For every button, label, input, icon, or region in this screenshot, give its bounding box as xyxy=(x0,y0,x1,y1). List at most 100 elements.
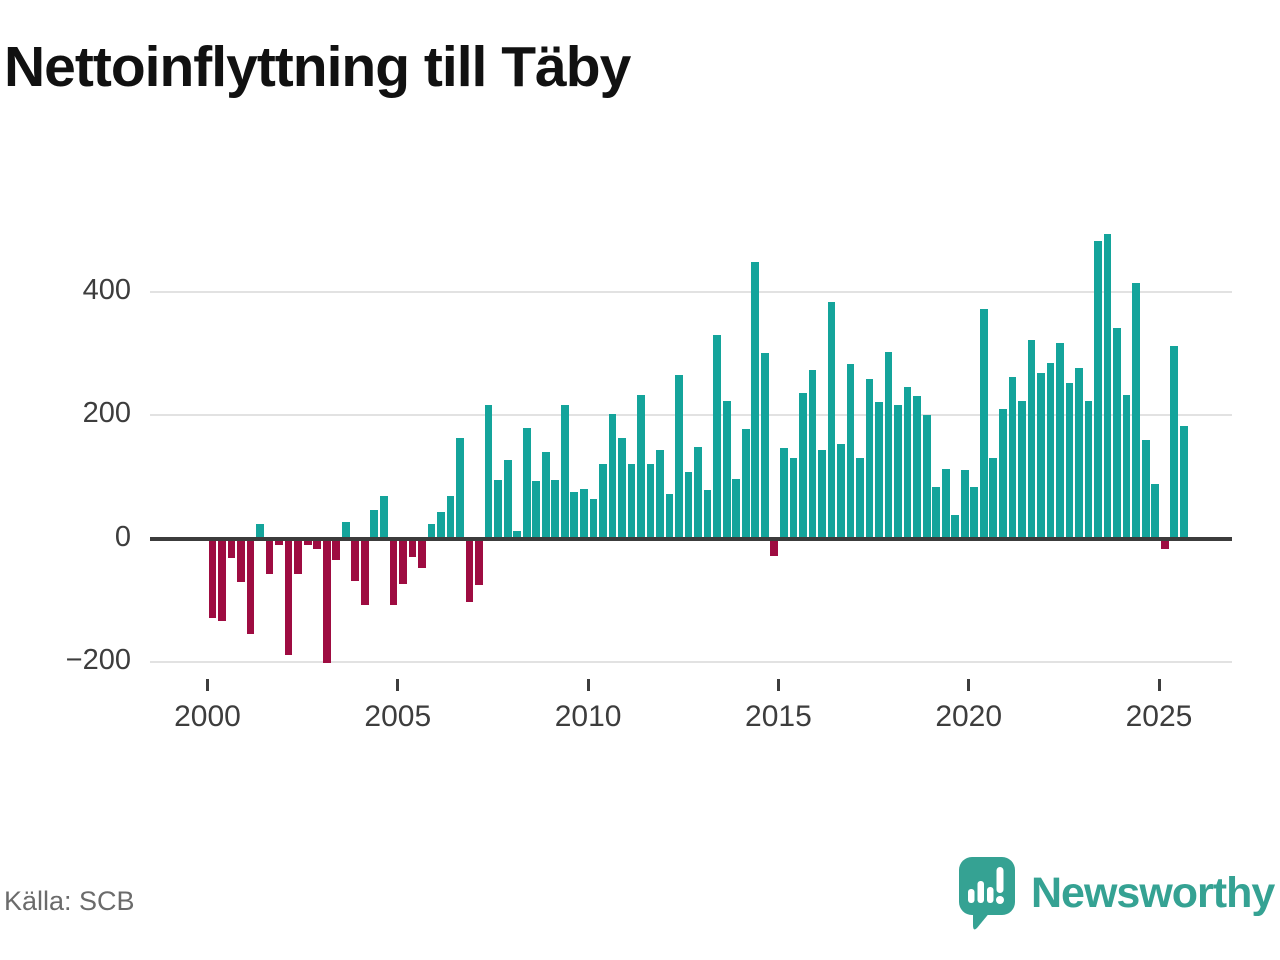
bar-2008-Q2 xyxy=(522,427,531,539)
bar-2009-Q4 xyxy=(579,489,588,539)
bar-2019-Q4 xyxy=(960,469,969,539)
logo-wordmark: Newsworthy xyxy=(1031,868,1275,917)
bar-2014-Q2 xyxy=(751,261,760,539)
bar-2005-Q4 xyxy=(427,524,436,539)
bar-2012-Q1 xyxy=(665,494,674,539)
bar-2015-Q3 xyxy=(799,393,807,539)
x-axis-label-2025: 2025 xyxy=(1125,700,1193,733)
bar-2010-Q2 xyxy=(599,464,607,539)
bar-2013-Q4 xyxy=(732,479,741,539)
bar-2024-Q3 xyxy=(1141,440,1150,539)
bar-2017-Q2 xyxy=(865,378,874,539)
bar-2022-Q1 xyxy=(1046,362,1055,539)
bar-2003-Q4 xyxy=(351,540,360,582)
bar-2016-Q4 xyxy=(846,363,855,539)
bar-2021-Q2 xyxy=(1018,400,1026,539)
bar-2005-Q1 xyxy=(399,540,407,585)
x-axis-label-2005: 2005 xyxy=(364,700,432,733)
bar-2003-Q2 xyxy=(332,540,341,560)
chart-title: Nettoinflyttning till Täby xyxy=(4,35,631,99)
bar-2023-Q4 xyxy=(1113,327,1121,539)
bar-2003-Q3 xyxy=(341,522,350,539)
bar-2016-Q3 xyxy=(837,444,845,539)
bar-2023-Q3 xyxy=(1103,234,1112,539)
bar-2022-Q4 xyxy=(1075,368,1083,539)
bar-2010-Q1 xyxy=(589,498,598,539)
bar-2011-Q3 xyxy=(646,463,655,539)
bar-2020-Q1 xyxy=(970,486,979,539)
x-axis-label-2015: 2015 xyxy=(745,700,812,733)
bar-2009-Q2 xyxy=(560,404,569,539)
bar-2025-Q3 xyxy=(1179,426,1188,539)
bar-2011-Q4 xyxy=(656,450,664,539)
bar-2002-Q3 xyxy=(303,540,312,546)
bar-2005-Q2 xyxy=(408,540,417,558)
bar-2010-Q4 xyxy=(618,438,626,539)
bar-2020-Q2 xyxy=(979,308,988,539)
bar-2000-Q1 xyxy=(208,540,217,618)
y-axis-label--200: −200 xyxy=(65,643,131,676)
bar-2017-Q3 xyxy=(875,402,883,539)
y-axis-label-200: 200 xyxy=(82,396,131,429)
bar-2011-Q2 xyxy=(637,394,645,539)
bar-2008-Q3 xyxy=(532,481,541,539)
bar-2023-Q1 xyxy=(1084,400,1093,539)
bar-2024-Q1 xyxy=(1122,394,1131,539)
bar-2001-Q4 xyxy=(275,540,283,546)
bar-2023-Q2 xyxy=(1094,240,1102,539)
bar-2014-Q3 xyxy=(760,352,769,539)
bar-2009-Q1 xyxy=(551,480,560,539)
bar-2014-Q4 xyxy=(770,540,779,556)
bar-2022-Q2 xyxy=(1056,343,1064,539)
gridline-200 xyxy=(150,414,1232,416)
newsworthy-logo: Newsworthy xyxy=(958,854,1275,932)
x-axis-label-2020: 2020 xyxy=(935,700,1003,733)
bar-2024-Q4 xyxy=(1151,483,1160,539)
newsworthy-speech-bubble-chart-icon xyxy=(959,857,1015,930)
bar-2022-Q3 xyxy=(1065,382,1074,539)
bar-2021-Q4 xyxy=(1037,373,1045,539)
x-axis-tick-2020 xyxy=(967,679,971,691)
bar-2009-Q3 xyxy=(570,491,579,539)
bar-2013-Q2 xyxy=(713,334,721,539)
x-axis-label-2010: 2010 xyxy=(554,700,622,733)
bar-2012-Q2 xyxy=(675,375,683,539)
bar-2004-Q2 xyxy=(370,510,379,539)
bar-2025-Q2 xyxy=(1170,346,1179,539)
bar-2006-Q1 xyxy=(437,511,445,539)
bar-2007-Q2 xyxy=(484,404,493,539)
bar-2001-Q3 xyxy=(265,540,274,575)
bar-2018-Q3 xyxy=(913,396,921,539)
bar-2006-Q2 xyxy=(446,495,455,539)
bar-2001-Q1 xyxy=(246,540,255,635)
bar-2019-Q2 xyxy=(941,469,950,539)
bar-2013-Q3 xyxy=(722,401,731,539)
bar-2015-Q4 xyxy=(808,369,817,539)
bar-2007-Q3 xyxy=(494,480,502,539)
bar-2012-Q3 xyxy=(684,472,693,539)
bar-2019-Q1 xyxy=(932,486,941,539)
bar-2018-Q4 xyxy=(922,415,931,539)
bar-2019-Q3 xyxy=(951,515,960,539)
bar-2014-Q1 xyxy=(741,428,750,539)
bar-2004-Q3 xyxy=(380,495,388,539)
x-axis-tick-2010 xyxy=(586,679,590,691)
bar-2010-Q3 xyxy=(608,414,617,539)
x-axis-tick-2025 xyxy=(1157,679,1161,691)
x-axis-label-2000: 2000 xyxy=(174,700,241,733)
bar-2013-Q1 xyxy=(703,489,712,539)
bar-2016-Q2 xyxy=(827,301,836,539)
bar-2018-Q1 xyxy=(894,405,902,539)
bar-2017-Q1 xyxy=(856,458,864,539)
bar-2008-Q1 xyxy=(513,531,522,539)
bar-2007-Q1 xyxy=(475,540,483,585)
bar-2004-Q4 xyxy=(389,540,398,606)
bar-2012-Q4 xyxy=(694,447,702,539)
gridline--200 xyxy=(150,661,1232,663)
bar-2001-Q2 xyxy=(256,524,264,539)
bar-2006-Q4 xyxy=(465,540,474,602)
bar-2024-Q2 xyxy=(1132,282,1141,539)
bar-2002-Q4 xyxy=(313,540,322,549)
bar-2003-Q1 xyxy=(322,540,331,664)
